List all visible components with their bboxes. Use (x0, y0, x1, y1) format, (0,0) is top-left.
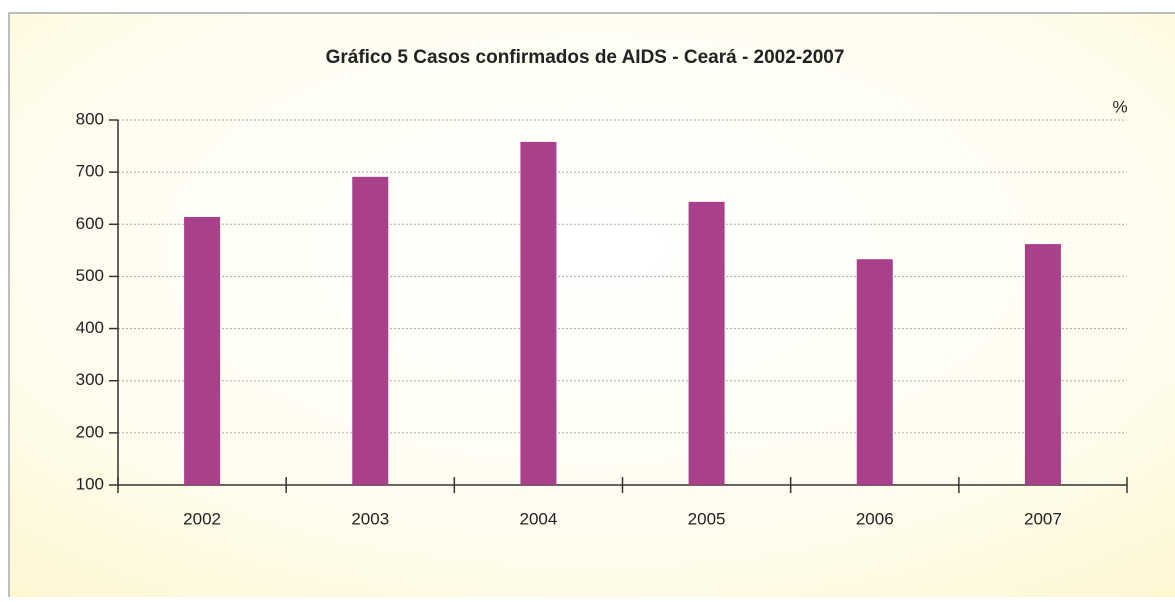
y-tick-label: 600 (76, 214, 104, 233)
y-unit: % (1112, 97, 1127, 116)
bar (520, 141, 557, 485)
y-tick-label: 100 (76, 474, 104, 493)
chart-title: Gráfico 5 Casos confirmados de AIDS - Ce… (326, 47, 845, 68)
y-tick-label: 400 (76, 318, 104, 337)
y-tick-label: 800 (76, 109, 104, 128)
bar (184, 216, 221, 485)
x-tick-label: 2006 (856, 509, 894, 528)
x-tick-label: 2002 (183, 509, 221, 528)
x-tick-label: 2005 (688, 509, 726, 528)
bar (1024, 244, 1061, 485)
y-tick-label: 500 (76, 266, 104, 285)
bar (352, 176, 389, 486)
x-tick-label: 2004 (520, 509, 558, 528)
y-tick-label: 700 (76, 162, 104, 181)
x-tick-label: 2007 (1024, 509, 1062, 528)
y-tick-label: 200 (76, 422, 104, 441)
bar (856, 259, 893, 485)
x-tick-label: 2003 (351, 509, 389, 528)
y-tick-label: 300 (76, 370, 104, 389)
bar (688, 201, 725, 485)
